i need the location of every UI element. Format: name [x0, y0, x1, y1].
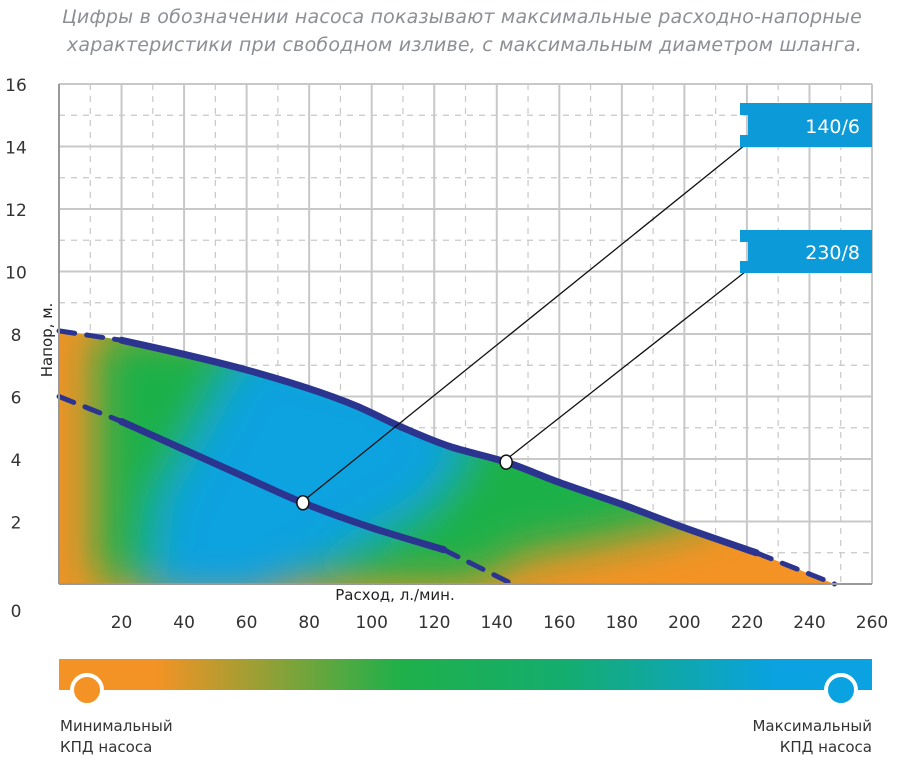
curve-230-8-dash — [753, 550, 837, 587]
y-tick-label: 10 — [5, 264, 27, 284]
x-tick-label: 260 — [856, 613, 888, 633]
y-tick-label: 2 — [11, 514, 22, 534]
x-tick-label: 220 — [731, 613, 763, 633]
y-tick-label: 8 — [11, 326, 22, 346]
x-tick-label: 180 — [606, 613, 638, 633]
label-140-6: 140/6 — [805, 116, 860, 138]
x-tick-label: 120 — [418, 613, 450, 633]
min-efficiency-label: Минимальный КПД насоса — [60, 716, 173, 758]
x-tick-label: 40 — [173, 613, 195, 633]
max-label-line-2: КПД насоса — [779, 738, 872, 756]
x-tick-label: 200 — [668, 613, 700, 633]
y-tick-label: 12 — [5, 201, 27, 221]
curve-140-6-dash — [441, 547, 515, 587]
min-efficiency-dot — [70, 673, 104, 707]
x-tick-label: 20 — [111, 613, 133, 633]
max-efficiency-dot — [824, 673, 858, 707]
curves — [56, 328, 837, 587]
curve-140-6-solid — [118, 418, 448, 554]
label-230-8: 230/8 — [805, 242, 860, 264]
leader-line-230-8 — [502, 271, 746, 463]
y-tick-label: 16 — [5, 76, 27, 96]
label-box-140-6: 140/6 — [740, 103, 872, 147]
curve-230-8-dash — [56, 328, 125, 343]
y-tick-label: 4 — [11, 451, 22, 471]
max-label-line-1: Максимальный — [752, 717, 872, 735]
axes: 20 40 60 80 100 120 140 160 180 200 220 240 260 0 2 4 6 8… — [5, 76, 888, 633]
curve-140-6-dash — [56, 394, 125, 424]
min-label-line-1: Минимальный — [60, 717, 173, 735]
leader-line-140-6 — [301, 144, 746, 503]
x-tick-label: 160 — [543, 613, 575, 633]
caption-line-1: Цифры в обозначении насоса показывают ма… — [61, 6, 862, 28]
markers — [296, 454, 513, 511]
y-tick-label: 6 — [11, 389, 22, 409]
y-tick-label: 0 — [11, 602, 22, 622]
x-tick-label: 80 — [298, 613, 320, 633]
caption-line-2: характеристики при свободном изливе, с м… — [66, 34, 862, 56]
marker-140-6 — [296, 495, 310, 511]
x-axis-label: Расход, л./мин. — [335, 586, 455, 604]
x-tick-label: 140 — [481, 613, 513, 633]
curve-230-8-solid — [118, 336, 760, 557]
x-tick-label: 60 — [236, 613, 258, 633]
efficiency-legend-bar — [59, 659, 872, 690]
min-label-line-2: КПД насоса — [60, 738, 153, 756]
y-tick-label: 14 — [5, 139, 27, 159]
y-axis-label: Напор, м. — [38, 303, 56, 378]
max-efficiency-label: Максимальный КПД насоса — [752, 716, 872, 758]
marker-230-8 — [499, 454, 513, 470]
x-tick-label: 100 — [355, 613, 387, 633]
x-tick-label: 240 — [793, 613, 825, 633]
label-box-230-8: 230/8 — [740, 230, 872, 273]
